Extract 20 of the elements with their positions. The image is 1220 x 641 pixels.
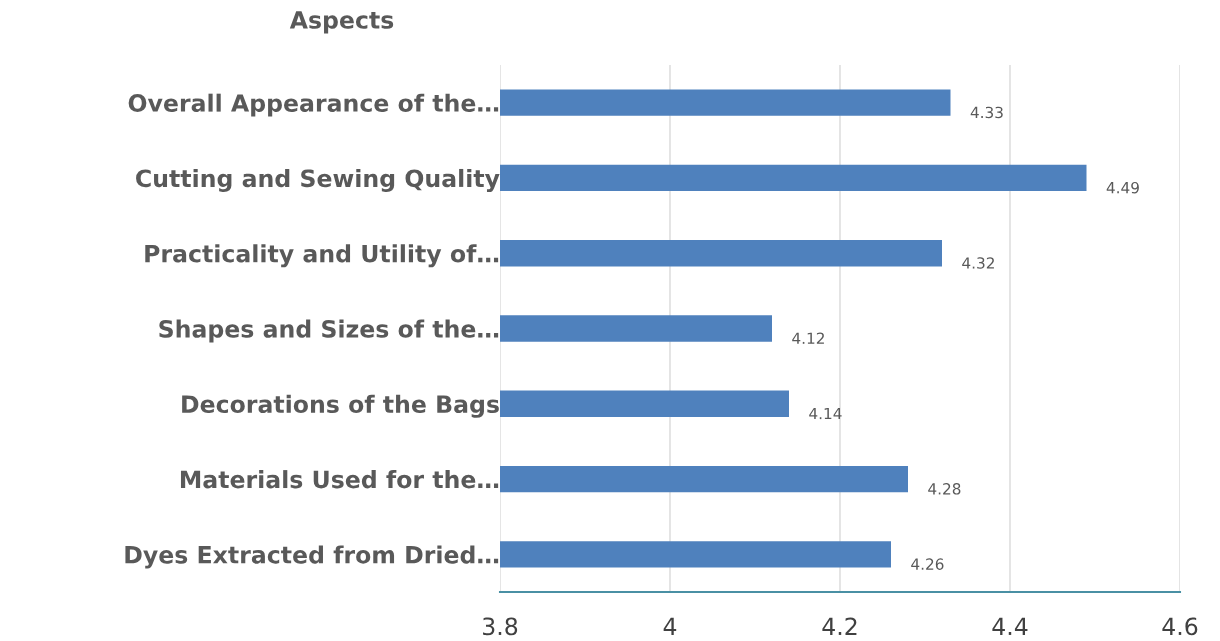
data-label: 4.32 [962,257,994,269]
y-tick-label: Practicality and Utility of… [145,244,499,268]
y-tick-label: Dyes Extracted from Dried… [125,545,499,569]
y-tick-label: Decorations of the Bags [182,394,499,418]
y-tick-label: Overall Appearance of the… [128,93,499,117]
y-tick-label: Cutting and Sewing Quality [136,168,500,192]
data-label: 4.33 [970,106,1003,119]
y-tick-label: Materials Used for the… [180,470,499,489]
y-axis-title: Aspects [289,11,394,34]
data-label: 4.14 [809,407,842,420]
x-tick-label: 4.2 [822,617,857,635]
data-label: 4.49 [1106,181,1139,194]
data-label: 4.28 [928,483,961,495]
x-tick-label: 4 [663,617,677,635]
x-tick-label: 4.4 [992,617,1028,635]
x-tick-label: 3.8 [483,617,518,636]
data-label: 4.12 [792,332,824,344]
data-label: 4.26 [911,558,944,570]
y-tick-label: Shapes and Sizes of the… [159,319,499,343]
x-tick-label: 4.6 [1162,617,1198,636]
